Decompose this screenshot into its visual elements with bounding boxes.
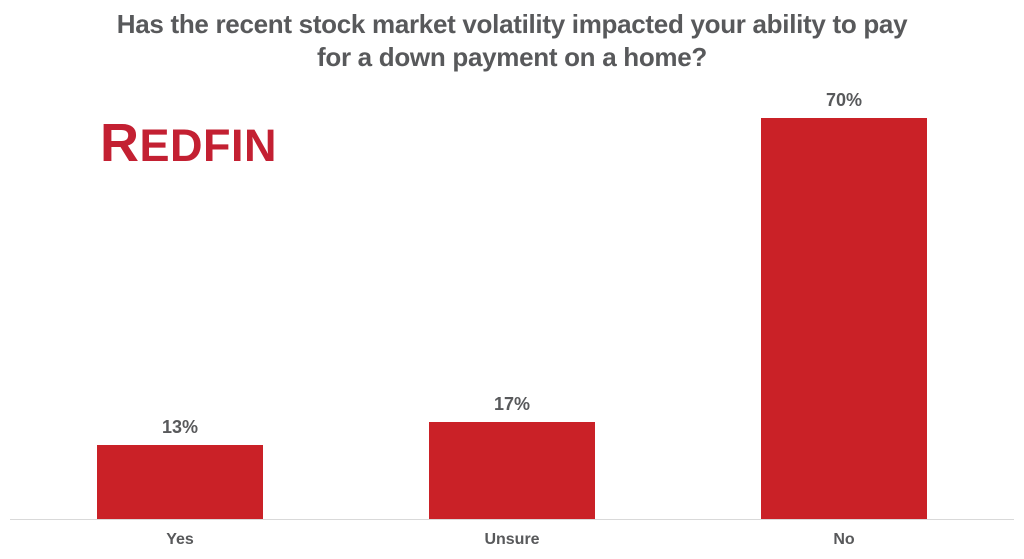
redfin-logo-rest: EDFIN xyxy=(139,120,277,171)
bar-chart-plot-area: 13% Yes 17% Unsure 70% No xyxy=(14,0,1010,548)
x-axis-baseline xyxy=(10,519,1014,520)
redfin-logo-first-letter: R xyxy=(100,113,140,173)
chart-title-line-1: Has the recent stock market volatility i… xyxy=(116,9,908,39)
value-label-unsure: 17% xyxy=(493,394,531,414)
chart-title-line-2: for a down payment on a home? xyxy=(317,42,707,72)
category-label-unsure: Unsure xyxy=(484,531,540,548)
category-label-yes: Yes xyxy=(166,531,194,548)
bar-no xyxy=(761,118,927,520)
chart-title: Has the recent stock market volatility i… xyxy=(0,8,1024,74)
value-label-no: 70% xyxy=(825,90,863,110)
bar-unsure xyxy=(429,422,595,520)
category-label-no: No xyxy=(833,531,855,548)
bar-yes xyxy=(97,445,263,520)
redfin-logo: REDFIN xyxy=(100,116,277,173)
value-label-yes: 13% xyxy=(161,417,199,437)
